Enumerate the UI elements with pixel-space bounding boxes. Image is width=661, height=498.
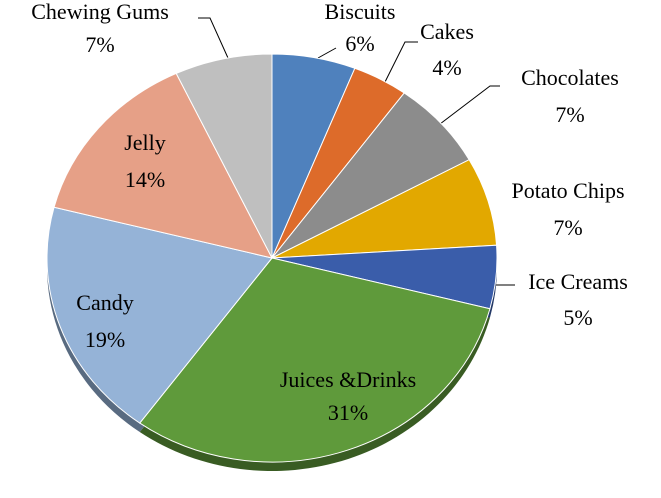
value-label: 19% — [85, 327, 125, 352]
leader-line — [317, 47, 337, 59]
slice — [46, 206, 273, 424]
category-label: Juices &Drinks — [280, 367, 416, 392]
category-label: Biscuits — [325, 0, 396, 24]
category-label: Chewing Gums — [31, 0, 169, 24]
category-label: Ice Creams — [528, 269, 628, 294]
value-label: 14% — [125, 167, 165, 192]
pie — [46, 53, 498, 471]
value-label: 31% — [328, 400, 368, 425]
leader-line — [198, 17, 229, 59]
slice — [139, 257, 491, 463]
category-label: Potato Chips — [511, 178, 624, 203]
leader-line — [384, 41, 418, 83]
slice — [175, 53, 273, 259]
value-label: 4% — [432, 55, 461, 80]
leader-line — [439, 85, 500, 125]
value-label: 7% — [553, 215, 582, 240]
category-label: Jelly — [124, 130, 166, 155]
value-label: 7% — [555, 102, 584, 127]
value-label: 7% — [85, 32, 114, 57]
category-label: Chocolates — [521, 65, 619, 90]
category-label: Candy — [76, 290, 133, 315]
value-label: 5% — [563, 305, 592, 330]
slice — [53, 72, 273, 259]
value-label: 6% — [345, 31, 374, 56]
category-label: Cakes — [420, 19, 474, 44]
